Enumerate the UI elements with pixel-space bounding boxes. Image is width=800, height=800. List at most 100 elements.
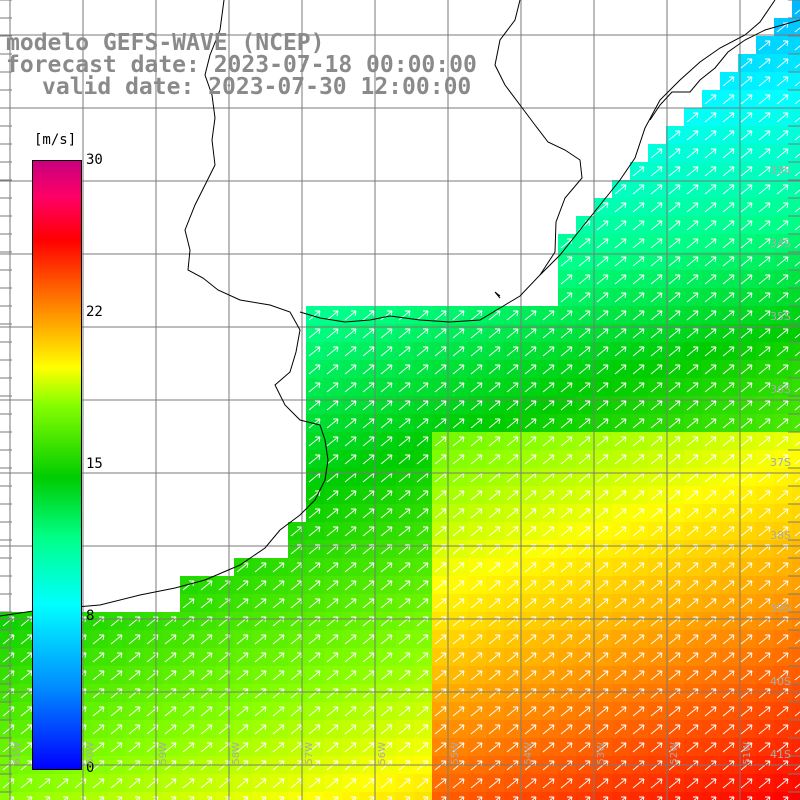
wind-arrow	[578, 346, 591, 357]
wind-arrow	[578, 310, 591, 321]
wind-arrow	[488, 706, 501, 717]
wind-arrow	[704, 328, 717, 339]
wind-arrow	[560, 400, 573, 411]
wind-arrow	[560, 634, 573, 645]
wind-arrow	[488, 346, 501, 357]
wind-arrow	[794, 351, 800, 357]
wind-speed-cell	[612, 792, 630, 800]
wind-arrow	[254, 724, 267, 735]
wind-arrow	[380, 526, 393, 537]
wind-arrow	[470, 328, 483, 339]
wind-arrow	[560, 742, 573, 753]
wind-arrow	[614, 436, 627, 447]
wind-arrow	[470, 400, 483, 411]
wind-arrow	[722, 148, 735, 159]
wind-arrow	[596, 454, 609, 465]
wind-arrow	[794, 243, 800, 249]
wind-arrow	[344, 436, 357, 447]
wind-arrow	[398, 778, 411, 789]
wind-arrow	[704, 148, 717, 159]
wind-arrow	[794, 747, 800, 753]
wind-arrow	[632, 490, 645, 501]
wind-arrow	[722, 328, 735, 339]
wind-arrow	[704, 526, 717, 537]
wind-arrow	[704, 364, 717, 375]
wind-arrow	[20, 670, 33, 681]
wind-arrow	[686, 400, 699, 411]
wind-arrow	[740, 166, 753, 177]
wind-arrow	[344, 634, 357, 645]
wind-arrow	[704, 670, 717, 681]
wind-arrow	[578, 256, 591, 267]
wind-arrow	[128, 652, 141, 663]
wind-arrow	[614, 238, 627, 249]
wind-arrow	[632, 364, 645, 375]
wind-arrow	[596, 778, 609, 789]
wind-arrow	[794, 27, 800, 33]
wind-arrow	[704, 346, 717, 357]
wind-arrow	[524, 382, 537, 393]
wind-arrow	[722, 112, 735, 123]
wind-arrow	[614, 580, 627, 591]
wind-speed-cell	[792, 324, 800, 342]
wind-arrow	[398, 562, 411, 573]
wind-arrow	[470, 364, 483, 375]
wind-speed-cell	[576, 792, 594, 800]
wind-arrow	[632, 346, 645, 357]
wind-arrow	[560, 778, 573, 789]
wind-arrow	[326, 382, 339, 393]
wind-arrow	[704, 580, 717, 591]
wind-arrow	[560, 346, 573, 357]
wind-arrow	[380, 454, 393, 465]
wind-arrow	[542, 490, 555, 501]
wind-arrow	[506, 328, 519, 339]
wind-arrow	[326, 706, 339, 717]
wind-arrow	[542, 418, 555, 429]
wind-arrow	[578, 634, 591, 645]
wind-speed-cell	[414, 792, 432, 800]
wind-arrow	[272, 580, 285, 591]
wind-arrow	[758, 580, 771, 591]
wind-speed-cell	[162, 792, 180, 800]
wind-arrow	[650, 184, 663, 195]
wind-arrow	[668, 454, 681, 465]
wind-arrow	[614, 562, 627, 573]
wind-arrow	[488, 490, 501, 501]
wind-arrow	[758, 112, 771, 123]
wind-arrow	[326, 508, 339, 519]
wind-arrow	[542, 328, 555, 339]
wind-arrow	[200, 706, 213, 717]
wind-arrow	[722, 274, 735, 285]
wind-arrow	[20, 652, 33, 663]
wind-arrow	[542, 508, 555, 519]
wind-arrow	[326, 742, 339, 753]
wind-arrow	[668, 526, 681, 537]
wind-arrow	[722, 742, 735, 753]
wind-arrow	[776, 418, 789, 429]
wind-arrow	[488, 634, 501, 645]
model-title: modelo GEFS-WAVE (NCEP)	[6, 30, 325, 56]
wind-arrow	[524, 652, 537, 663]
wind-arrow	[542, 634, 555, 645]
wind-arrow	[650, 400, 663, 411]
wind-arrow	[344, 364, 357, 375]
wind-arrow	[632, 634, 645, 645]
wind-arrow	[776, 670, 789, 681]
wind-arrow	[686, 508, 699, 519]
wind-arrow	[416, 490, 429, 501]
wind-arrow	[182, 706, 195, 717]
coastline-path	[649, 19, 800, 121]
longitude-label: 61W	[12, 742, 23, 765]
wind-arrow	[344, 706, 357, 717]
wind-arrow	[578, 364, 591, 375]
wind-arrow	[722, 724, 735, 735]
wind-arrow	[722, 166, 735, 177]
wind-arrow	[380, 670, 393, 681]
wind-speed-cell	[504, 792, 522, 800]
wind-arrow	[758, 382, 771, 393]
wind-arrow	[92, 778, 105, 789]
wind-arrow	[470, 436, 483, 447]
wind-arrow	[614, 454, 627, 465]
wind-arrow	[650, 256, 663, 267]
wind-arrow	[614, 346, 627, 357]
